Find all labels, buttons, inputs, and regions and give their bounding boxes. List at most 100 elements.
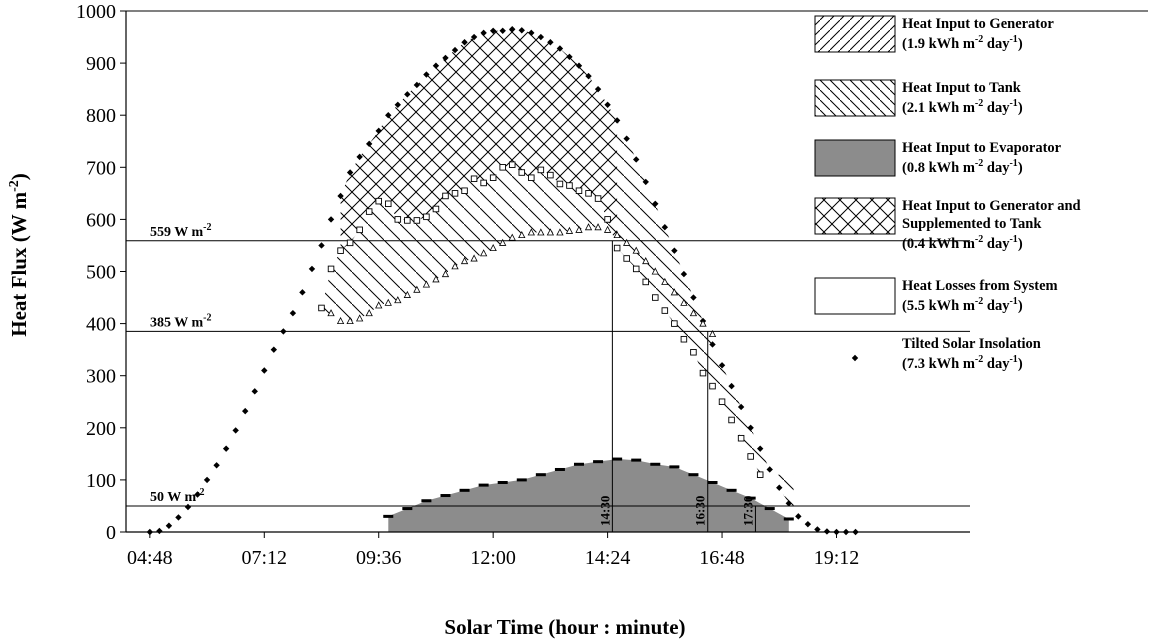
collector-point	[728, 416, 735, 424]
legend-swatch	[814, 277, 896, 315]
insolation-point	[413, 81, 421, 89]
insolation-point	[442, 54, 449, 62]
insolation-point	[766, 466, 773, 473]
insolation-point	[604, 101, 611, 108]
collector-point	[423, 213, 430, 221]
insolation-point	[509, 26, 516, 33]
generator-point	[651, 267, 659, 275]
insolation-point	[299, 289, 306, 296]
insolation-point	[489, 27, 497, 34]
insolation-point	[747, 424, 754, 431]
insolation-point	[718, 362, 726, 369]
insolation-point	[385, 112, 392, 119]
collector-point	[556, 180, 564, 188]
generator-point	[346, 316, 354, 324]
y-tick-label: 700	[86, 157, 116, 179]
insolation-point	[203, 476, 211, 484]
generator-point	[499, 238, 507, 246]
insolation-point	[547, 39, 554, 46]
insolation-point	[804, 520, 812, 528]
insolation-point	[556, 45, 564, 52]
x-tick-label: 12:00	[470, 547, 516, 569]
collector-point	[680, 335, 688, 343]
insolation-point	[613, 117, 621, 124]
insolation-point	[594, 85, 602, 93]
collector-point	[613, 244, 621, 252]
insolation-point	[652, 200, 659, 207]
evaporator-point	[554, 467, 565, 471]
generator-point	[441, 270, 450, 278]
insolation-point	[232, 427, 239, 434]
collector-point	[346, 239, 354, 247]
evaporator-area	[388, 459, 789, 532]
insolation-point	[499, 27, 506, 34]
insolation-point	[795, 513, 802, 520]
y-tick-label: 1000	[76, 1, 116, 23]
insolation-point	[756, 445, 764, 452]
insolation-point	[528, 29, 535, 37]
y-tick-labels: 0 100 200 300 400 500 600 700 800 900 1000	[76, 1, 126, 544]
x-tick-labels: 04:48 07:12 09:36 12:00 14:24 16:48 19:12	[127, 532, 859, 569]
evaporator-point	[535, 473, 546, 477]
generator-point	[699, 319, 707, 327]
legend-entry-name-line2: Supplemented to Tank	[902, 216, 1042, 232]
generator-point	[489, 243, 497, 252]
generator-point	[594, 223, 602, 231]
legend-swatch-insolation	[851, 354, 859, 362]
collector-point	[356, 226, 363, 234]
x-tick-label: 07:12	[242, 547, 288, 569]
insolation-point	[375, 127, 382, 135]
evaporator-point	[612, 457, 623, 461]
plot-area: 559 W m-2 385 W m-2 50 W m-2 14:30 16:30 17:…	[126, 26, 970, 536]
evaporator-point	[402, 507, 413, 511]
evaporator-point	[440, 494, 451, 498]
collector-point	[337, 247, 344, 254]
time-marker-label: 16:30	[693, 496, 708, 526]
insolation-point	[337, 192, 344, 200]
generator-point	[508, 233, 516, 241]
y-tick-label: 500	[86, 262, 116, 284]
generator-point	[670, 288, 679, 296]
generator-point	[365, 309, 373, 317]
y-tick-label: 300	[86, 366, 116, 388]
insolation-point	[728, 382, 735, 390]
axes: 0 100 200 300 400 500 600 700 800 900 1000 04:48 07…	[76, 1, 1148, 569]
insolation-point	[175, 514, 182, 521]
reference-lines: 559 W m-2 385 W m-2 50 W m-2	[126, 222, 970, 507]
collector-point	[508, 161, 516, 168]
generator-point	[708, 329, 717, 338]
legend: Heat Input to Generator (1.9 kWh m-2 day-…	[814, 15, 1081, 372]
collector-point	[661, 307, 669, 314]
generator-point	[403, 290, 411, 298]
evaporator-point	[707, 481, 718, 485]
insolation-point	[690, 294, 697, 301]
generator-point	[537, 228, 545, 236]
insolation-point	[671, 247, 678, 254]
insolation-point	[242, 407, 249, 415]
insolation-point	[623, 135, 630, 142]
insolation-point	[661, 224, 669, 231]
collector-point	[489, 174, 497, 181]
insolation-point	[642, 178, 649, 186]
generator-point	[413, 285, 421, 293]
insolation-point	[251, 388, 258, 395]
legend-entry-name: Heat Losses from System	[902, 278, 1058, 294]
legend-entry-name: Heat Input to Evaporator	[902, 140, 1062, 156]
insolation-point	[346, 169, 354, 176]
reference-line-label: 50 W m-2	[150, 487, 205, 505]
evaporator-point	[478, 483, 489, 487]
evaporator-point	[688, 473, 699, 477]
collector-point	[537, 166, 545, 174]
insolation-point	[814, 526, 821, 533]
y-tick-label: 100	[86, 470, 116, 492]
generator-point	[556, 228, 564, 236]
insolation-point	[404, 91, 411, 98]
x-tick-label: 04:48	[127, 547, 173, 569]
legend-entry-detail: (2.1 kWh m-2 day-1)	[902, 98, 1023, 116]
generator-crosshatch-area	[340, 29, 618, 251]
generator-point	[355, 314, 364, 322]
tank-hatch-area	[321, 120, 794, 510]
collector-point	[404, 217, 411, 224]
insolation-point	[194, 491, 201, 498]
collector-point	[318, 304, 325, 312]
